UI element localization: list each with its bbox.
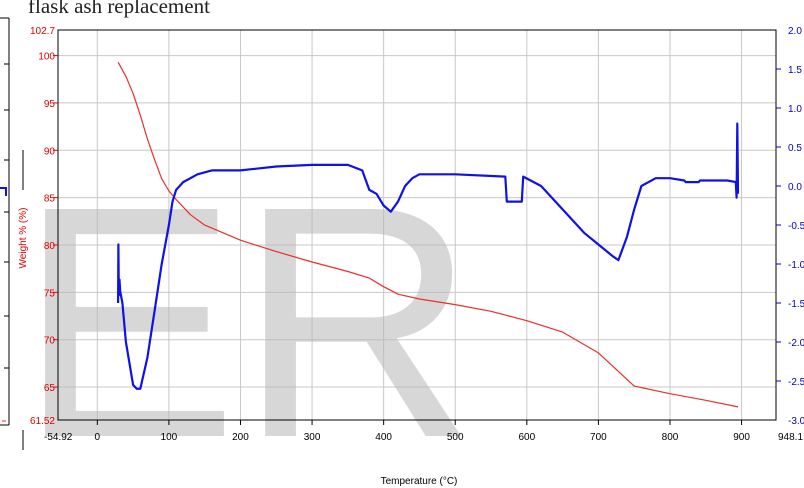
y-left-tick-label-7: 95 (44, 99, 56, 110)
y-left-tick-label-3: 75 (44, 288, 56, 299)
y-right-tick-label-0: -3.0 (788, 416, 804, 427)
y-left-tick-label-5: 85 (44, 194, 56, 205)
x-tick-label-1: 0 (95, 432, 101, 443)
y-left-tick-label-4: 80 (44, 241, 56, 252)
x-tick-label-10: 900 (733, 432, 750, 443)
tick-labels: -54.92 0 100 200 300 400 500 600 700 800 900 948.1 6… (30, 26, 804, 443)
axis-ticks (53, 55, 781, 425)
x-tick-label-9: 800 (662, 432, 679, 443)
y-right-tick-label-10: 2.0 (788, 26, 802, 37)
y-left-tick-label-9: 102.7 (30, 26, 55, 37)
y-right-tick-label-1: -2.5 (788, 377, 804, 388)
y-right-tick-label-3: -1.5 (788, 299, 804, 310)
y-left-tick-label-6: 90 (44, 146, 56, 157)
series-layer (117, 61, 740, 408)
y-left-tick-label-8: 100 (38, 52, 55, 63)
x-tick-label-7: 600 (518, 432, 535, 443)
x-tick-label-11: 948.1 (778, 432, 803, 443)
y-right-tick-label-4: -1.0 (788, 260, 804, 271)
ghost-axis-strip (0, 17, 24, 450)
series-line-0 (117, 61, 739, 408)
x-tick-label-0: -54.92 (44, 432, 73, 443)
series-line-1 (117, 122, 740, 390)
y-right-tick-label-7: 0.5 (788, 143, 802, 154)
top-caption: flask ash replacement (28, 0, 210, 18)
y-left-tick-label-0: 61.52 (30, 416, 55, 427)
x-tick-label-4: 300 (304, 432, 321, 443)
x-tick-label-8: 700 (590, 432, 607, 443)
y-right-tick-label-5: -0.5 (788, 221, 804, 232)
y-right-tick-label-6: 0.0 (788, 182, 802, 193)
x-tick-label-3: 200 (232, 432, 249, 443)
y-left-tick-label-2: 70 (44, 336, 56, 347)
y-left-tick-label-1: 65 (44, 383, 56, 394)
y-right-tick-label-9: 1.5 (788, 65, 802, 76)
x-tick-label-2: 100 (161, 432, 178, 443)
grid (58, 30, 776, 420)
y-right-tick-label-2: -2.0 (788, 338, 804, 349)
x-axis-label: Temperature (°C) (381, 476, 458, 487)
y-axis-label-left: Weight % (%) (18, 208, 29, 269)
y-right-tick-label-8: 1.0 (788, 104, 802, 115)
x-tick-label-6: 500 (447, 432, 464, 443)
x-tick-label-5: 400 (375, 432, 392, 443)
